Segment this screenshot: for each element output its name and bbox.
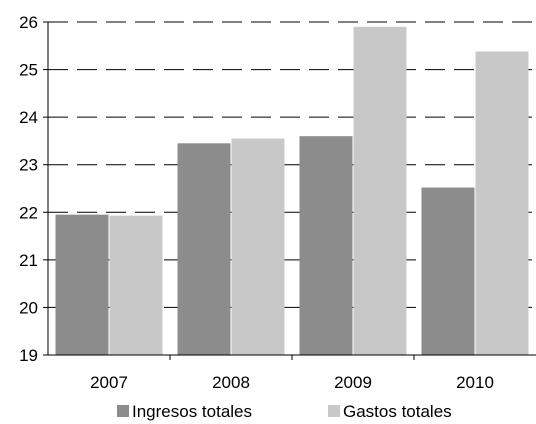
legend-label-gastos: Gastos totales — [343, 402, 452, 421]
bar-gastos-2008 — [231, 138, 285, 355]
bar-gastos-2010 — [475, 51, 529, 355]
bars — [55, 26, 529, 356]
bar-gastos-2007 — [109, 215, 163, 355]
x-tick-label: 2007 — [90, 373, 128, 392]
x-tick-label: 2009 — [334, 373, 372, 392]
y-tick-label: 23 — [19, 156, 38, 175]
y-tick-label: 20 — [19, 298, 38, 317]
y-tick-label: 22 — [19, 203, 38, 222]
legend-label-ingresos: Ingresos totales — [132, 402, 252, 421]
x-tick-labels: 2007 2008 2009 2010 — [90, 373, 494, 392]
axes — [43, 21, 536, 360]
bar-ingresos-2008 — [177, 143, 231, 355]
y-tick-label: 21 — [19, 251, 38, 270]
y-tick-label: 19 — [19, 346, 38, 365]
x-tick-label: 2010 — [456, 373, 494, 392]
y-tick-label: 24 — [19, 108, 38, 127]
legend-swatch-ingresos — [117, 405, 129, 417]
bar-ingresos-2007 — [55, 214, 109, 355]
y-tick-label: 26 — [19, 13, 38, 32]
bar-ingresos-2010 — [421, 187, 475, 355]
y-tick-label: 25 — [19, 61, 38, 80]
legend: Ingresos totales Gastos totales — [117, 402, 452, 421]
y-tick-labels: 19 20 21 22 23 24 25 26 — [19, 13, 38, 365]
bar-gastos-2009 — [353, 26, 407, 356]
legend-swatch-gastos — [328, 405, 340, 417]
bar-ingresos-2009 — [299, 136, 353, 355]
x-tick-label: 2008 — [212, 373, 250, 392]
